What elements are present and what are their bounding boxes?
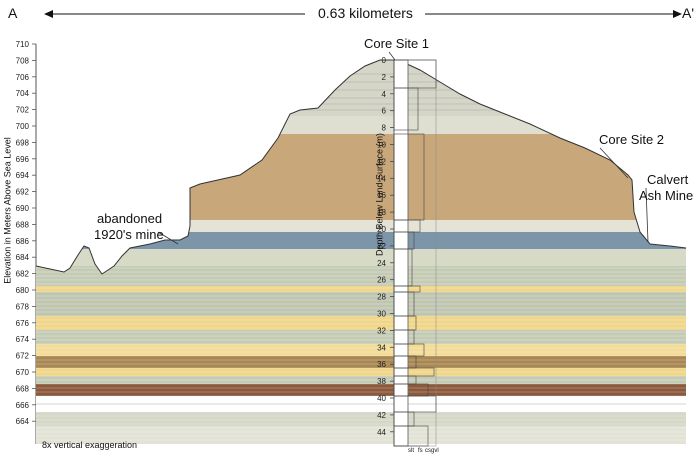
elevation-tick-label: 668 <box>16 384 30 393</box>
elevation-tick-label: 672 <box>16 352 30 361</box>
mine-leader <box>157 231 179 245</box>
depth-tick-label: 6 <box>382 107 387 116</box>
calvert-label-line2: Ash Mine <box>639 188 694 203</box>
gray-layer <box>36 249 686 266</box>
land-surface-line <box>35 59 687 275</box>
brown-layer <box>36 356 686 368</box>
elevation-tick-label: 678 <box>16 302 30 311</box>
elevation-tick-label: 674 <box>16 335 30 344</box>
distance-label: 0.63 kilometers <box>318 5 413 21</box>
yellow-band-1 <box>36 286 686 292</box>
core-site-2-label: Core Site 2 <box>599 132 665 147</box>
calvert-label-line1: Calvert <box>647 172 689 187</box>
elevation-tick-label: 702 <box>16 106 30 115</box>
elevation-tick-label: 710 <box>16 40 30 49</box>
elevation-tick-label: 680 <box>16 286 30 295</box>
mine-label-line1: abandoned <box>97 211 163 226</box>
section-label-a-prime: A' <box>682 5 695 21</box>
exaggeration-note: 8x vertical exaggeration <box>42 440 138 450</box>
blue-clay-layer <box>36 232 686 249</box>
grain-label-silt: slt <box>408 448 414 454</box>
core-site-2-leader <box>599 147 629 179</box>
distance-arrow <box>44 10 682 18</box>
depth-tick-label: 30 <box>377 310 386 319</box>
core-interval <box>393 395 437 413</box>
elevation-tick-label: 666 <box>16 401 30 410</box>
elevation-tick-label: 686 <box>16 237 30 246</box>
depth-tick-label: 14 <box>377 174 386 183</box>
core-site-1-label: Core Site 1 <box>364 36 430 51</box>
elevation-axis: 710 708 706 704 702 700 698 696 694 692 690 688 686 6… <box>16 40 37 444</box>
core-interval <box>393 425 429 447</box>
depth-tick-label: 22 <box>377 242 386 251</box>
core-log-column: 0246810121416182022242628303234363840424… <box>377 56 437 447</box>
elevation-tick-label: 688 <box>16 220 30 229</box>
depth-tick-label: 2 <box>382 73 387 82</box>
dark-brown-layer <box>36 384 686 396</box>
elevation-tick-label: 676 <box>16 319 30 328</box>
base-layer <box>36 426 686 444</box>
elevation-tick-label: 704 <box>16 89 30 98</box>
depth-tick-label: 20 <box>377 225 386 234</box>
elevation-tick-label: 692 <box>16 188 30 197</box>
depth-tick-label: 38 <box>377 377 386 386</box>
yellow-band-2 <box>36 316 686 330</box>
core-interval <box>393 87 419 131</box>
depth-tick-label: 12 <box>377 157 386 166</box>
grain-label-coarse-sand: cs <box>425 448 431 454</box>
depth-tick-label: 36 <box>377 360 386 369</box>
elevation-tick-label: 670 <box>16 368 30 377</box>
depth-tick-label: 16 <box>377 191 386 200</box>
depth-tick-label: 8 <box>382 124 387 133</box>
core-site-1-leader <box>388 51 396 61</box>
elevation-tick-label: 684 <box>16 253 30 262</box>
grain-label-gravel: gvl <box>431 448 439 454</box>
elevation-tick-label: 694 <box>16 171 30 180</box>
depth-tick-label: 32 <box>377 326 386 335</box>
depth-tick-label: 10 <box>377 141 386 150</box>
gray-layer-2 <box>36 412 686 426</box>
depth-tick-label: 34 <box>377 343 386 352</box>
sage-layer-3 <box>36 330 686 344</box>
pale-layer <box>36 220 686 232</box>
cap-layer <box>36 60 686 116</box>
depth-tick-label: 0 <box>382 56 387 65</box>
depth-tick-label: 4 <box>382 90 387 99</box>
elevation-tick-label: 706 <box>16 73 30 82</box>
calvert-leader <box>645 187 649 243</box>
depth-tick-label: 28 <box>377 293 386 302</box>
arrowhead-right-icon <box>673 10 682 18</box>
arrowhead-left-icon <box>44 10 53 18</box>
section-label-a: A <box>8 5 18 21</box>
elevation-tick-label: 700 <box>16 122 30 131</box>
elevation-tick-label: 696 <box>16 155 30 164</box>
mine-label-line2: 1920's mine <box>94 227 164 242</box>
elevation-tick-label: 698 <box>16 138 30 147</box>
depth-tick-label: 18 <box>377 208 386 217</box>
depth-axis-title: Depth Below Land Surface (m) <box>374 132 385 257</box>
elevation-tick-label: 690 <box>16 204 30 213</box>
strata <box>36 60 686 444</box>
grain-label-fine-sand: fs <box>418 448 423 454</box>
elevation-tick-label: 664 <box>16 417 30 426</box>
yellow-band-3 <box>36 344 686 356</box>
depth-tick-label: 42 <box>377 411 386 420</box>
depth-tick-label: 26 <box>377 276 386 285</box>
elevation-axis-title: Elevation in Meters Above Sea Level <box>2 137 13 284</box>
depth-tick-label: 24 <box>377 259 386 268</box>
depth-tick-label: 44 <box>377 428 386 437</box>
elevation-tick-label: 708 <box>16 56 30 65</box>
tan-sand-layer <box>36 134 686 220</box>
light-layer <box>36 116 686 134</box>
depth-tick-label: 40 <box>377 394 386 403</box>
elevation-tick-label: 682 <box>16 270 30 279</box>
